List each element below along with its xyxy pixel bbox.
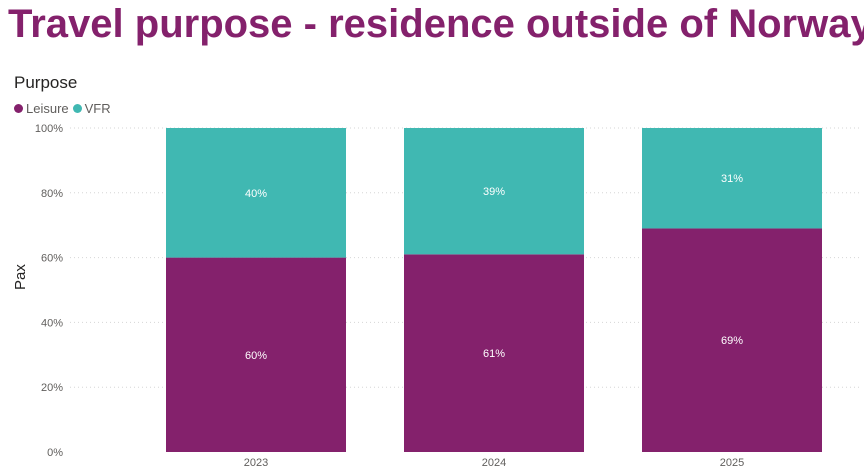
bar-segment-leisure[interactable] xyxy=(642,228,822,452)
legend: Leisure VFR xyxy=(14,101,115,116)
bar-segment-vfr[interactable] xyxy=(166,128,346,258)
data-label: 69% xyxy=(721,335,743,347)
legend-item-vfr[interactable]: VFR xyxy=(72,101,111,116)
bar-segment-leisure[interactable] xyxy=(404,254,584,452)
legend-title: Purpose xyxy=(14,73,78,92)
bar-segment-vfr[interactable] xyxy=(642,128,822,229)
y-tick-label: 60% xyxy=(41,253,63,265)
bar-segment-leisure[interactable] xyxy=(166,257,346,452)
y-tick-label: 40% xyxy=(41,317,63,329)
legend-dot-vfr xyxy=(72,104,82,113)
data-label: 39% xyxy=(483,186,505,198)
x-tick-label: 2024 xyxy=(482,457,506,469)
legend-dot-leisure xyxy=(14,104,23,113)
y-tick-label: 20% xyxy=(41,382,63,394)
data-label: 31% xyxy=(721,173,743,185)
legend-label-leisure: Leisure xyxy=(26,101,69,116)
y-tick-label: 0% xyxy=(47,447,63,459)
legend-label-vfr: VFR xyxy=(84,101,111,116)
y-tick-label: 100% xyxy=(35,123,63,135)
y-tick-label: 80% xyxy=(41,188,63,200)
legend-item-leisure[interactable]: Leisure xyxy=(14,101,69,116)
chart-title: Travel purpose - residence outside of No… xyxy=(8,2,864,46)
x-tick-label: 2025 xyxy=(720,457,744,469)
data-label: 61% xyxy=(483,348,505,360)
data-label: 60% xyxy=(245,350,267,362)
bar-segment-vfr[interactable] xyxy=(404,128,584,255)
data-label: 40% xyxy=(245,188,267,200)
x-tick-label: 2023 xyxy=(244,457,268,469)
